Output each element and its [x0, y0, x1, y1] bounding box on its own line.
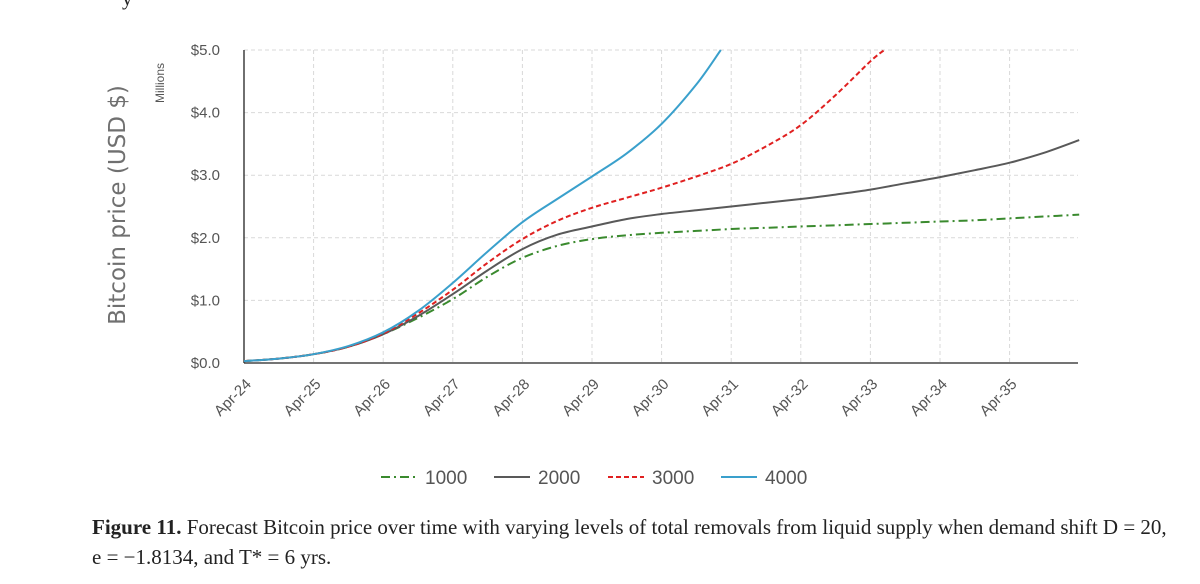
- x-tick-label: Apr-33: [837, 376, 881, 420]
- axes: [243, 50, 1078, 364]
- y-tick-label: $0.0: [191, 355, 220, 372]
- x-tick-label: Apr-29: [559, 376, 603, 420]
- y-tick-label: $4.0: [191, 105, 220, 122]
- series-line-4000: [243, 49, 722, 363]
- x-tick-labels: Apr-24 Apr-25 Apr-26 Apr-27 Apr-28 Apr-29 Apr-…: [211, 376, 1020, 420]
- y-axis-label: Bitcoin price (USD $): [105, 85, 131, 325]
- line-chart: $0.0$1.0$2.0$3.0$4.0$5.0 Apr-24 Apr-25 Apr…: [105, 42, 1080, 489]
- preceding-text-fragment: y: [122, 0, 133, 11]
- legend-label-4000: 4000: [765, 468, 807, 489]
- x-tick-label: Apr-25: [281, 376, 325, 420]
- x-tick-label: Apr-35: [977, 376, 1021, 420]
- y-units-label: Millions: [153, 63, 167, 103]
- figure-caption: Figure 11. Forecast Bitcoin price over t…: [92, 512, 1172, 572]
- x-tick-label: Apr-32: [768, 376, 812, 420]
- series-line-1000: [243, 213, 1080, 363]
- series-line-3000: [243, 49, 885, 363]
- y-tick-label: $2.0: [191, 230, 220, 247]
- gridlines: [244, 49, 1078, 363]
- y-tick-label: $3.0: [191, 167, 220, 184]
- y-tick-labels: $0.0 $1.0 $2.0 $3.0 $4.0 $5.0: [191, 42, 220, 372]
- series-lines: [243, 49, 1080, 363]
- caption-figure-number: Figure 11.: [92, 515, 182, 539]
- x-tick-label: Apr-28: [489, 376, 533, 420]
- legend-label-2000: 2000: [538, 468, 580, 489]
- x-tick-label: Apr-27: [420, 376, 464, 420]
- legend-label-3000: 3000: [652, 468, 694, 489]
- x-tick-label: Apr-34: [907, 376, 951, 420]
- y-tick-label: $5.0: [191, 42, 220, 59]
- x-tick-label: Apr-24: [211, 376, 255, 420]
- y-tick-label: $1.0: [191, 292, 220, 309]
- legend-label-1000: 1000: [425, 468, 467, 489]
- series-line-2000: [243, 139, 1080, 363]
- x-tick-label: Apr-30: [629, 376, 673, 420]
- legend: 1000 2000 3000 4000: [381, 468, 807, 489]
- x-tick-label: Apr-26: [350, 376, 394, 420]
- x-tick-label: Apr-31: [698, 376, 742, 420]
- caption-text: Forecast Bitcoin price over time with va…: [92, 515, 1167, 569]
